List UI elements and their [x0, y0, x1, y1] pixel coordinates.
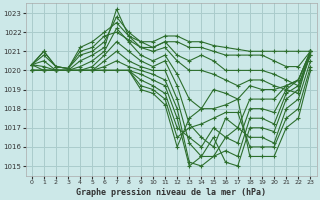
X-axis label: Graphe pression niveau de la mer (hPa): Graphe pression niveau de la mer (hPa)	[76, 188, 266, 197]
